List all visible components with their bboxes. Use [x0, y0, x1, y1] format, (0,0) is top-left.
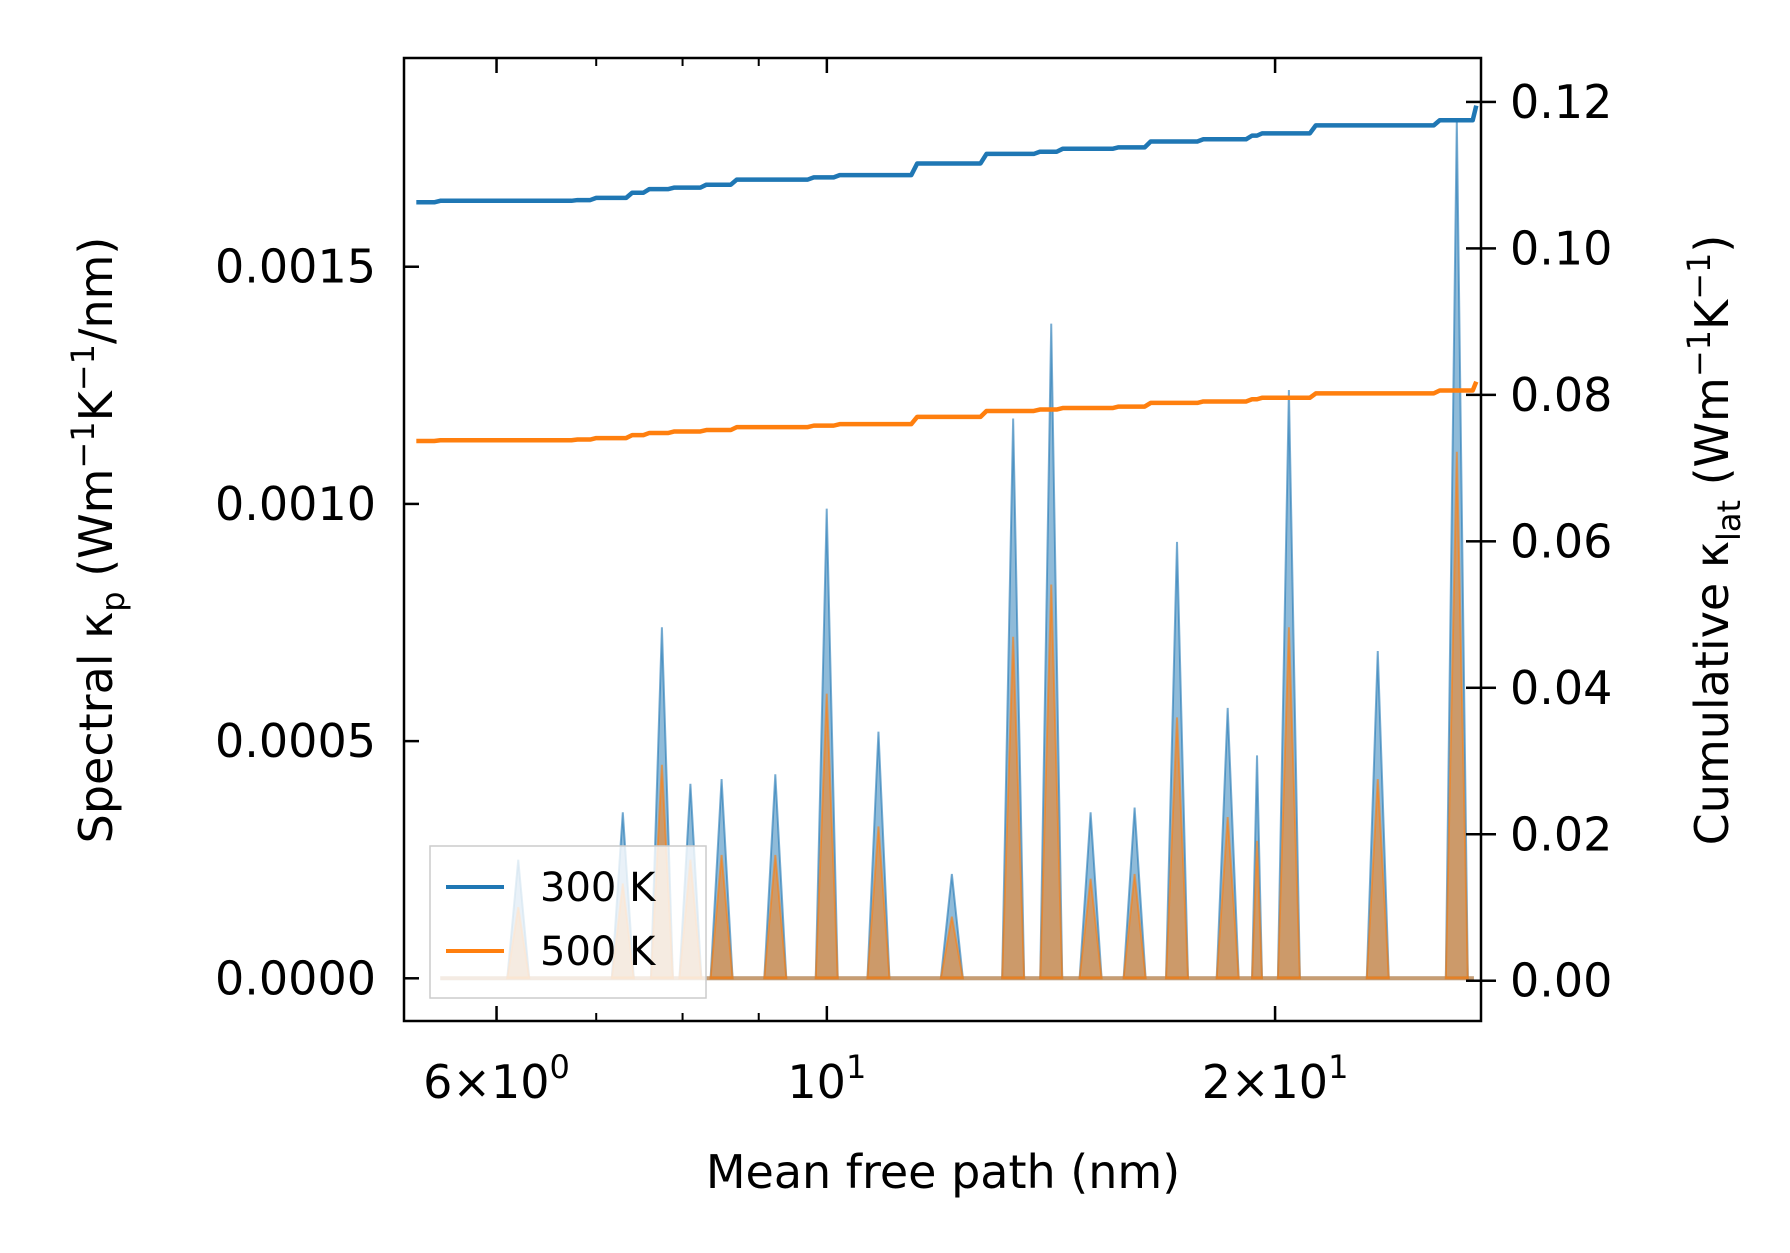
cumulative-line-500k — [416, 380, 1479, 444]
ticks-layer — [404, 58, 1496, 1021]
y-right-tick-label-3: 0.06 — [1510, 514, 1612, 568]
legend-label-500k: 500 K — [540, 929, 657, 975]
plot-frame — [402, 56, 1483, 1023]
x-tick-label-1: 101 — [787, 1048, 866, 1109]
labels-layer: 6×100 101 2×101 0.0000 0.0005 0.0010 0.0015 0.0… — [215, 75, 1612, 1109]
legend-label-300k: 300 K — [540, 865, 657, 911]
y-right-tick-label-0: 0.00 — [1510, 954, 1612, 1008]
x-tick-label-0: 6×100 — [423, 1048, 570, 1109]
spectral-layer — [440, 119, 1474, 981]
plot-area — [416, 105, 1479, 981]
y-axis-title-left: Spectral κp (Wm−1K−1/nm) — [64, 237, 132, 844]
x-axis-title: Mean free path (nm) — [706, 1145, 1180, 1199]
cumulative-line-300k — [416, 105, 1479, 205]
cumulative-layer — [416, 105, 1479, 444]
y-right-tick-label-6: 0.12 — [1510, 75, 1612, 129]
y-right-tick-label-2: 0.04 — [1510, 661, 1612, 715]
y-right-tick-label-4: 0.08 — [1510, 368, 1612, 422]
y-right-tick-label-5: 0.10 — [1510, 221, 1612, 275]
legend-box — [429, 845, 707, 999]
y-right-tick-label-1: 0.02 — [1510, 807, 1612, 861]
y-axis-title-right: Cumulative κlat (Wm−1K−1) — [1680, 235, 1748, 846]
x-tick-label-2: 2×101 — [1202, 1048, 1349, 1109]
y-left-tick-label-3: 0.0015 — [215, 240, 376, 294]
y-left-tick-label-0: 0.0000 — [215, 951, 376, 1005]
spectral-peak-500k-15 — [1250, 840, 1264, 980]
y-left-tick-label-2: 0.0010 — [215, 477, 376, 531]
legend: 300 K 500 K — [429, 845, 707, 999]
y-left-tick-label-1: 0.0005 — [215, 714, 376, 768]
